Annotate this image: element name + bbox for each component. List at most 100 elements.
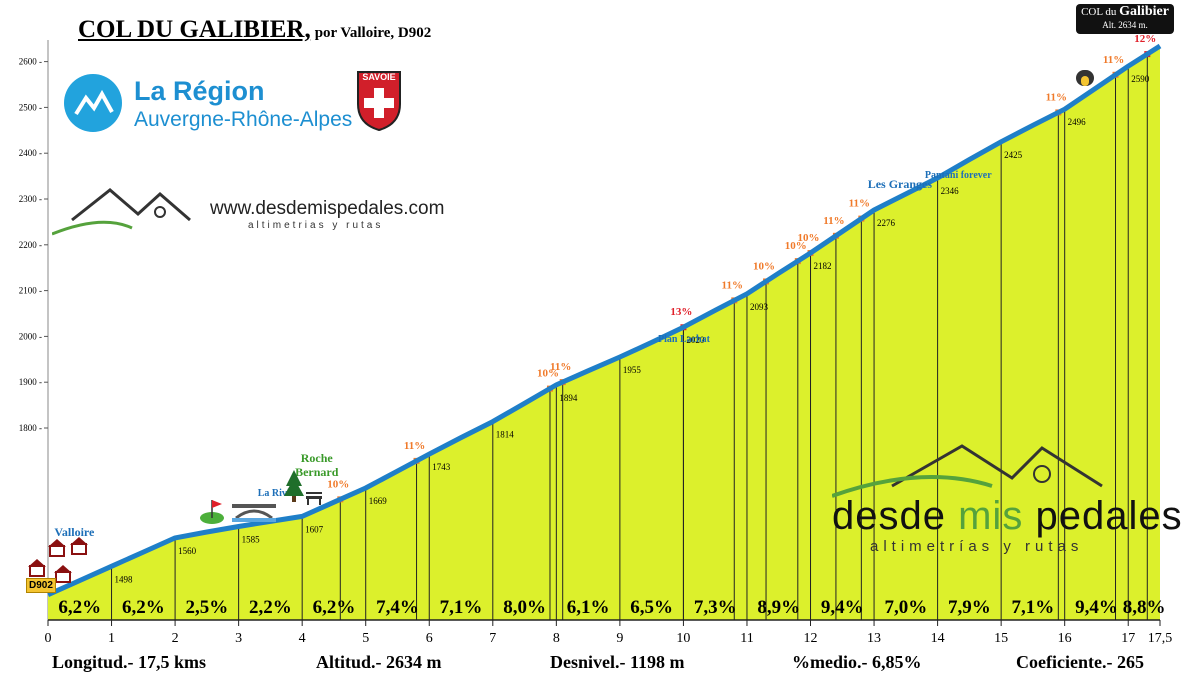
profile-line — [46, 43, 1162, 597]
x-tick-label: 16 — [1058, 631, 1072, 646]
mountains-icon — [831, 444, 1103, 498]
brand-watermark: desde mis pedales altimetrías y rutas — [831, 438, 1182, 558]
km-altitude-label: 2093 — [750, 302, 769, 312]
bridge-icon — [232, 504, 276, 522]
x-tick-label: 2 — [172, 631, 179, 646]
ramp-label: 11% — [722, 279, 743, 291]
y-tick-label: 2600 - — [19, 57, 42, 67]
segment-gradient-label: 2,2% — [249, 597, 292, 618]
x-tick-label: 3 — [235, 631, 242, 646]
ramp-label: 11% — [1103, 54, 1124, 66]
x-tick-label: 10 — [676, 631, 690, 646]
ramp-label: 13% — [670, 306, 692, 318]
brand-small: www.desdemispedales.com altimetrias y ru… — [51, 184, 472, 240]
x-tick-label: 7 — [489, 631, 496, 646]
tunnel-icon — [1076, 70, 1094, 86]
x-tick-label: 0 — [45, 631, 52, 646]
place-label: Roche — [301, 451, 334, 465]
segment-gradient-label: 9,4% — [821, 597, 864, 618]
km-altitude-label: 1560 — [178, 546, 197, 556]
ramp-label: 11% — [823, 215, 844, 227]
segment-gradient-label: 6,2% — [58, 597, 101, 618]
segment-gradient-label: 7,4% — [376, 597, 419, 618]
y-tick-label: 1800 - — [19, 423, 42, 433]
place-label: Pantani forever — [925, 170, 992, 181]
segment-gradient-label: 6,1% — [567, 597, 610, 618]
km-altitude-label: 2590 — [1131, 74, 1150, 84]
place-label-line2: Bernard — [295, 465, 339, 479]
ramp-label: 11% — [1046, 91, 1067, 103]
km-altitude-label: 1669 — [369, 496, 388, 506]
tree-icon — [284, 470, 304, 502]
x-tick-label: 6 — [426, 631, 433, 646]
segment-gradient-labels: 6,2% 6,2% 2,5% 2,2% 6,2% 7,4% 7,1% 8,0% 6,1% 6,5%… — [58, 597, 1165, 618]
bench-icon — [306, 492, 322, 505]
y-tick-label: 1900 - — [19, 377, 42, 387]
mountain-logo-icon — [64, 74, 122, 132]
climb-route: por Valloire, D902 — [314, 25, 432, 41]
stat-elevation-gain: Desnivel.- 1198 m — [550, 652, 685, 672]
x-tick-label: 11 — [740, 631, 753, 646]
x-tick-label: 4 — [299, 631, 306, 646]
summit-prefix: COL du — [1081, 6, 1117, 18]
y-axis: 1800 - 1900 - 2000 - 2100 - 2200 - 2300 - 2400… — [19, 40, 49, 620]
segment-gradient-label: 6,2% — [313, 597, 356, 618]
ramp-label: 10% — [798, 232, 820, 244]
summit-name: Galibier — [1119, 4, 1169, 19]
y-tick-label: 2100 - — [19, 286, 42, 296]
km-altitude-label: 1894 — [559, 393, 578, 403]
x-tick-label: 15 — [994, 631, 1008, 646]
km-altitude-label: 1498 — [115, 574, 133, 584]
savoie-shield-icon — [357, 71, 401, 132]
summit-box: COL du Galibier Alt. 2634 m. — [1076, 4, 1174, 34]
x-tick-label: 14 — [931, 631, 945, 646]
brand-tagline: altimetrias y rutas — [248, 220, 384, 231]
segment-gradient-label: 6,5% — [630, 597, 673, 618]
km-altitude-label: 2182 — [814, 261, 832, 271]
mountains-icon — [51, 188, 191, 236]
km-altitude-label: 2346 — [941, 186, 960, 196]
chart-title: COL DU GALIBIER, por Valloire, D902 — [78, 16, 431, 44]
x-tick-label: 12 — [804, 631, 818, 646]
y-tick-label: 2400 - — [19, 148, 42, 158]
place-label: Valloire — [54, 525, 95, 539]
km-altitude-label: 1955 — [623, 365, 642, 375]
ramp-label: 10% — [753, 260, 775, 272]
region-logo: La Région Auvergne-Rhône-Alpes — [64, 70, 364, 140]
stat-length: Longitud.- 17,5 kms — [52, 652, 207, 672]
km-altitude-label: 1585 — [242, 534, 261, 544]
brand-word-2: mis — [958, 494, 1024, 538]
km-altitude-label: 2425 — [1004, 150, 1023, 160]
ramp-label: 11% — [849, 198, 870, 210]
x-axis: 0 1 2 3 4 5 6 7 8 9 10 11 12 13 14 15 16 17 17,5 — [45, 619, 1173, 646]
segment-gradient-label: 7,0% — [884, 597, 927, 618]
segment-gradient-label: 9,4% — [1075, 597, 1118, 618]
y-tick-label: 2500 - — [19, 102, 42, 112]
segment-gradient-label: 7,1% — [440, 597, 483, 618]
x-tick-label: 17 — [1121, 631, 1135, 646]
region-subname: Auvergne-Rhône-Alpes — [134, 108, 353, 131]
golf-icon — [200, 500, 224, 524]
place-label: Les Granges — [868, 177, 933, 191]
x-tick-label: 17,5 — [1148, 631, 1173, 646]
savoie-shield: SAVOIE — [356, 70, 402, 132]
segment-gradient-label: 8,9% — [757, 597, 800, 618]
x-tick-label: 9 — [616, 631, 623, 646]
x-tick-label: 8 — [553, 631, 560, 646]
brand-word-3: pedales — [1035, 494, 1183, 538]
y-tick-label: 2000 - — [19, 331, 42, 341]
x-tick-label: 5 — [362, 631, 369, 646]
savoie-label: SAVOIE — [362, 72, 396, 82]
place-label: Plan Lachat — [658, 334, 711, 345]
road-badge: D902 — [26, 578, 56, 593]
km-altitude-label: 2496 — [1068, 117, 1087, 127]
stats-bar: Longitud.- 17,5 kms Altitud.- 2634 m Des… — [0, 652, 1200, 682]
x-tick-label: 13 — [867, 631, 881, 646]
y-tick-label: 2200 - — [19, 240, 42, 250]
segment-gradient-label: 6,2% — [122, 597, 165, 618]
ramp-label: 11% — [404, 440, 425, 452]
km-altitude-label: 1743 — [432, 462, 451, 472]
km-altitude-label: 2276 — [877, 218, 896, 228]
